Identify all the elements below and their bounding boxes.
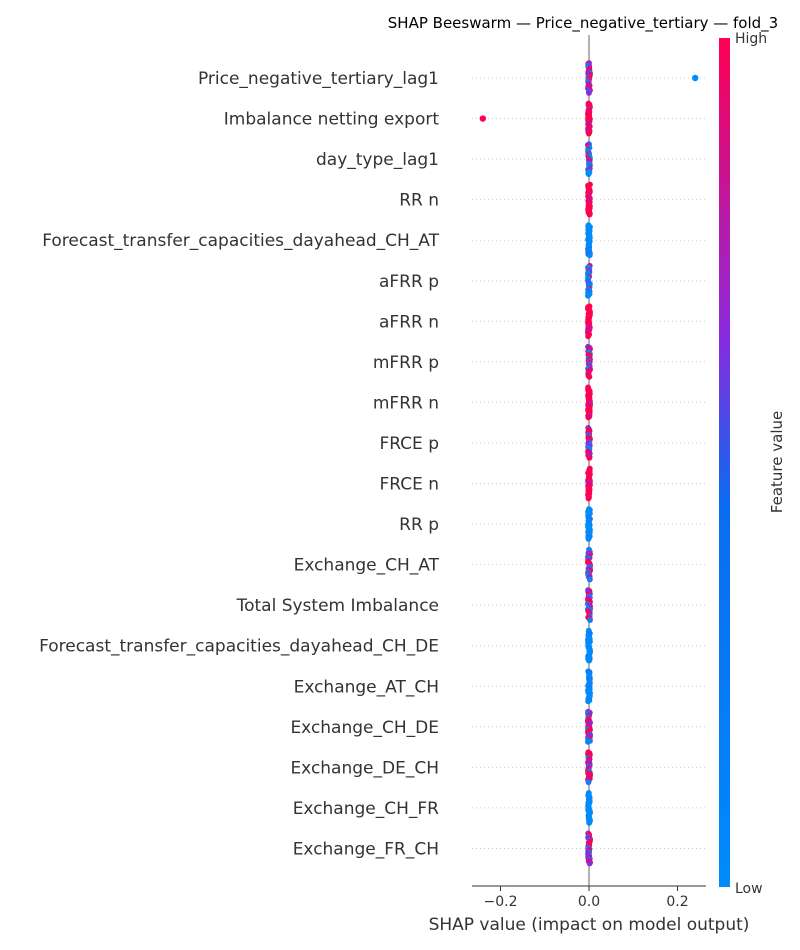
- feature-swarm: [585, 749, 593, 786]
- shap-point: [585, 171, 592, 178]
- feature-label: Exchange_CH_DE: [290, 718, 439, 738]
- feature-row: FRCE p: [379, 434, 706, 454]
- shap-point-outlier: [479, 115, 486, 122]
- chart-title: SHAP Beeswarm — Price_negative_tertiary …: [388, 14, 778, 33]
- shap-point: [587, 576, 593, 583]
- shap-point: [585, 779, 592, 786]
- feature-label: RR p: [399, 515, 439, 535]
- shap-point: [585, 698, 591, 705]
- x-tick-label: 0.0: [578, 894, 600, 910]
- shap-point: [586, 252, 593, 259]
- feature-row: Exchange_DE_CH: [290, 758, 706, 778]
- feature-label: Exchange_DE_CH: [290, 758, 439, 778]
- shap-point: [585, 130, 592, 137]
- feature-label: Exchange_CH_AT: [294, 556, 440, 576]
- data-points: [479, 60, 699, 867]
- feature-label: Exchange_FR_CH: [293, 839, 439, 859]
- shap-point: [586, 211, 593, 218]
- feature-row: Exchange_AT_CH: [294, 677, 706, 697]
- feature-label: FRCE n: [379, 475, 439, 495]
- shap-point: [585, 738, 591, 745]
- colorbar-label: Feature value: [768, 411, 786, 513]
- feature-row: RR p: [399, 515, 706, 535]
- feature-swarm: [585, 222, 593, 259]
- x-tick-label: 0.2: [666, 894, 688, 910]
- feature-label: mFRR n: [373, 393, 439, 413]
- feature-row: Exchange_FR_CH: [293, 839, 706, 859]
- shap-point: [586, 373, 593, 380]
- shap-point: [586, 820, 593, 826]
- shap-point: [585, 414, 592, 421]
- feature-label: mFRR p: [373, 353, 439, 373]
- shap-point: [585, 536, 592, 542]
- feature-label: aFRR p: [379, 272, 439, 292]
- feature-label: Forecast_transfer_capacities_dayahead_CH…: [42, 231, 439, 251]
- colorbar-low-label: Low: [735, 881, 763, 897]
- feature-row: Imbalance netting export: [224, 110, 706, 130]
- feature-label: Total System Imbalance: [236, 596, 439, 616]
- feature-swarm: [585, 546, 593, 583]
- shap-point: [586, 455, 593, 461]
- feature-swarm: [585, 425, 593, 461]
- feature-swarm: [585, 668, 593, 705]
- feature-row: Exchange_CH_FR: [293, 799, 706, 819]
- feature-label: Exchange_AT_CH: [294, 677, 439, 697]
- x-axis-label: SHAP value (impact on model output): [429, 915, 750, 935]
- feature-swarm: [585, 790, 593, 826]
- shap-point: [586, 657, 592, 664]
- feature-row: Forecast_transfer_capacities_dayahead_CH…: [39, 637, 706, 657]
- colorbar-high-label: High: [735, 31, 767, 47]
- feature-label: Price_negative_tertiary_lag1: [198, 69, 439, 89]
- feature-label: Imbalance netting export: [224, 110, 440, 130]
- feature-row: aFRR p: [379, 272, 706, 292]
- feature-row: Total System Imbalance: [236, 596, 706, 616]
- feature-row: mFRR n: [373, 393, 706, 413]
- feature-swarm: [585, 60, 699, 96]
- feature-swarm: [585, 343, 593, 380]
- feature-swarm: [585, 830, 593, 867]
- feature-swarm: [585, 627, 593, 664]
- feature-swarm: [585, 141, 593, 178]
- feature-row: aFRR n: [379, 312, 706, 332]
- feature-label: Forecast_transfer_capacities_dayahead_CH…: [39, 637, 439, 657]
- feature-label: FRCE p: [379, 434, 439, 454]
- feature-swarm: [585, 708, 593, 745]
- feature-swarm: [479, 100, 593, 137]
- feature-swarm: [585, 587, 593, 623]
- shap-point: [585, 333, 591, 340]
- feature-swarm: [585, 262, 593, 299]
- x-tick-label: −0.2: [484, 894, 518, 910]
- feature-label: Exchange_CH_FR: [293, 799, 439, 819]
- x-axis-ticks: −0.2 0.0 0.2: [484, 886, 689, 910]
- feature-swarm: [585, 506, 593, 542]
- feature-row: Price_negative_tertiary_lag1: [198, 69, 706, 89]
- feature-swarm: [585, 384, 593, 421]
- feature-label: aFRR n: [379, 312, 439, 332]
- colorbar: [719, 38, 730, 887]
- feature-rows: Price_negative_tertiary_lag1 Imbalance ne…: [39, 69, 706, 859]
- feature-swarm: [585, 465, 593, 502]
- shap-point: [585, 495, 592, 502]
- feature-row: Exchange_CH_DE: [290, 718, 706, 738]
- feature-swarm: [585, 181, 593, 218]
- shap-point: [586, 90, 592, 96]
- shap-point-outlier: [692, 74, 699, 82]
- shap-point: [587, 617, 593, 623]
- shap-point: [585, 292, 591, 299]
- feature-label: day_type_lag1: [316, 150, 439, 170]
- feature-row: mFRR p: [373, 353, 706, 373]
- feature-row: RR n: [399, 191, 706, 211]
- feature-row: Exchange_CH_AT: [294, 556, 706, 576]
- feature-row: Forecast_transfer_capacities_dayahead_CH…: [42, 231, 706, 251]
- feature-label: RR n: [399, 191, 439, 211]
- feature-row: FRCE n: [379, 475, 706, 495]
- feature-row: day_type_lag1: [316, 150, 706, 170]
- feature-swarm: [585, 303, 593, 340]
- shap-point: [586, 860, 593, 867]
